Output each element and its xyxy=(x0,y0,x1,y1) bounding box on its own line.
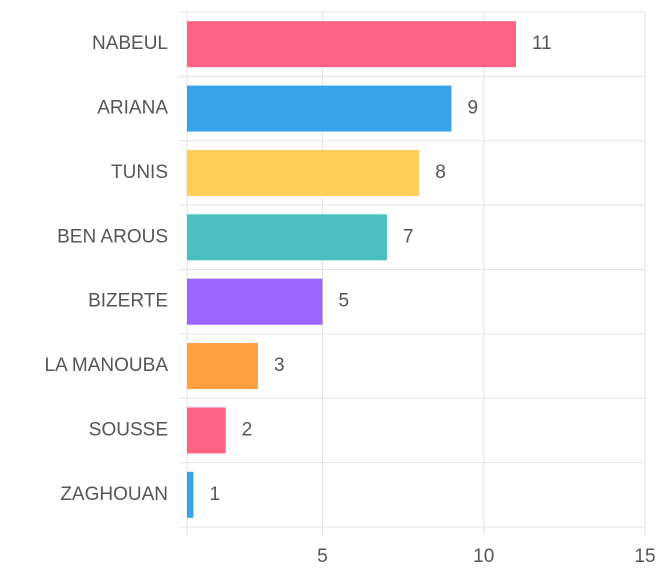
y-tick-label: ZAGHOUAN xyxy=(60,484,168,505)
x-tick-label: 15 xyxy=(634,546,655,567)
y-tick-label: NABEUL xyxy=(92,33,168,54)
value-label: 5 xyxy=(338,291,349,312)
bar xyxy=(187,214,387,261)
value-label: 7 xyxy=(403,226,414,247)
y-tick-label: BIZERTE xyxy=(88,291,168,312)
bar xyxy=(187,85,452,132)
bar xyxy=(187,21,516,68)
value-label: 11 xyxy=(532,33,552,54)
bar xyxy=(187,149,420,196)
y-tick-label: ARIANA xyxy=(97,98,168,119)
x-tick-label: 5 xyxy=(317,546,328,567)
bar xyxy=(187,471,194,518)
value-label: 9 xyxy=(467,98,478,119)
value-label: 8 xyxy=(435,162,446,183)
value-label: 1 xyxy=(209,484,220,505)
y-tick-label: BEN AROUS xyxy=(57,226,168,247)
y-tick-label: SOUSSE xyxy=(89,419,168,440)
value-label: 2 xyxy=(242,419,253,440)
value-label: 3 xyxy=(274,355,285,376)
y-tick-label: LA MANOUBA xyxy=(44,355,168,376)
bar xyxy=(187,407,226,454)
x-tick-label: 10 xyxy=(473,546,494,567)
bar xyxy=(187,343,258,390)
y-tick-label: TUNIS xyxy=(111,162,168,183)
bar xyxy=(187,278,323,325)
